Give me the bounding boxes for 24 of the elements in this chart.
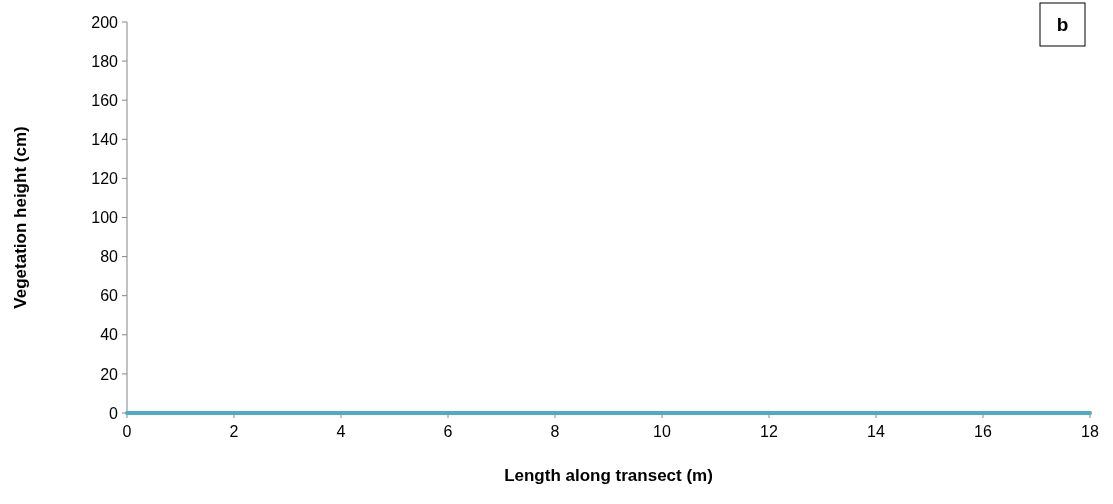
y-tick-label: 140 [91,130,119,148]
y-tick-label: 0 [109,404,119,422]
x-tick-label: 12 [760,423,778,440]
y-tick-label: 200 [91,13,119,31]
x-tick-label: 8 [550,423,560,440]
y-axis-title: Vegetation height (cm) [11,126,30,309]
y-tick-label: 120 [91,170,119,187]
y-tick-label: 160 [91,91,119,109]
x-tick-label: 2 [229,423,239,440]
y-tick-label: 180 [91,52,119,70]
x-tick-label: 4 [336,423,346,440]
y-tick-label: 100 [91,209,119,227]
y-tick-label: 60 [100,287,119,305]
x-tick-label: 0 [122,423,132,440]
x-axis-title: Length along transect (m) [504,466,713,485]
y-tick-label: 80 [100,248,119,266]
annotation: b [1056,14,1069,36]
x-tick-label: 10 [653,423,671,440]
x-tick-label: 6 [443,423,453,440]
y-tick-label: 20 [100,365,119,383]
y-tick-label: 40 [100,326,119,344]
x-tick-label: 14 [867,423,885,440]
x-tick-label: 16 [974,423,992,440]
x-tick-label: 18 [1081,423,1099,440]
